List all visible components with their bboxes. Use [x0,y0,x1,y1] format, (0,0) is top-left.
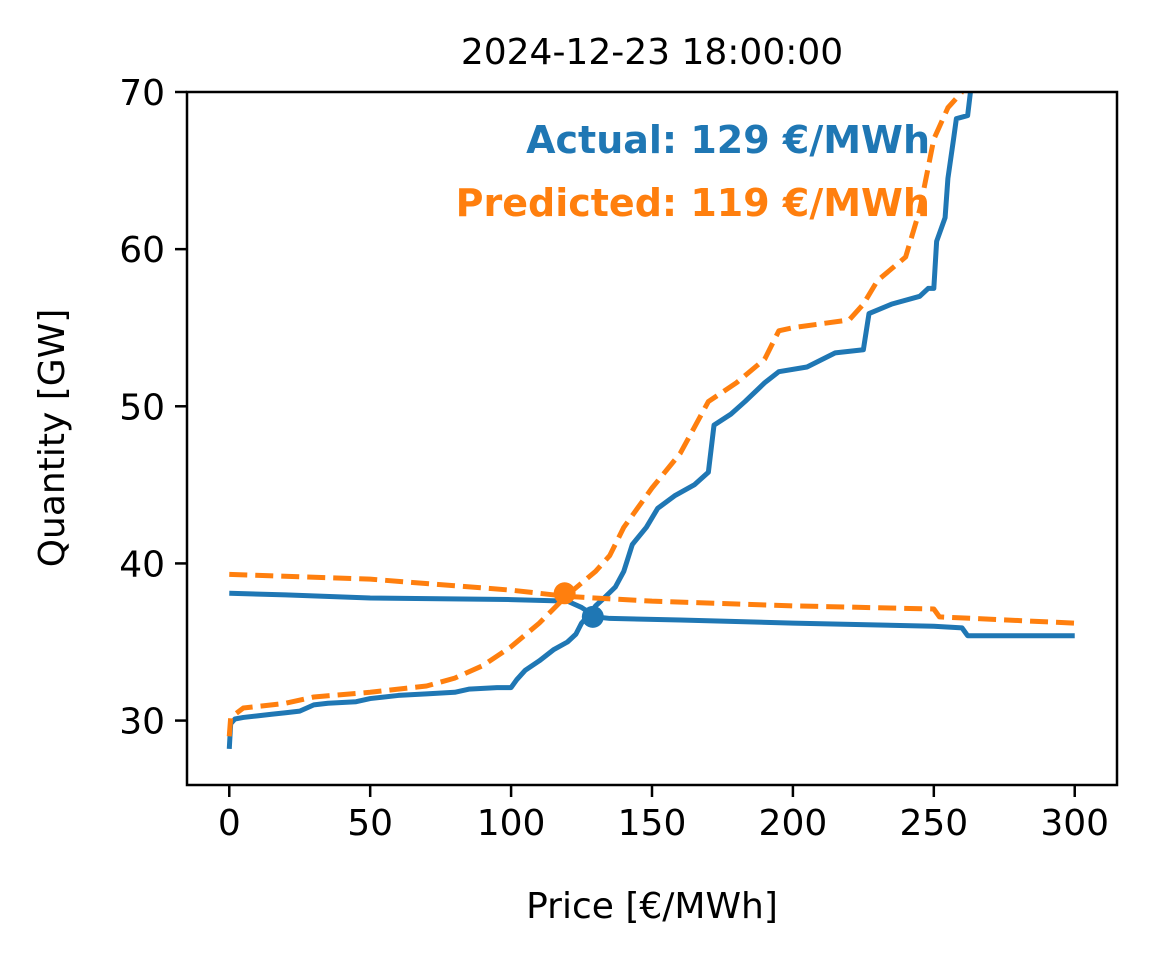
intersection-marker [581,605,604,628]
chart-title: 2024-12-23 18:00:00 [461,32,843,73]
x-tick-label: 300 [1040,803,1109,844]
annotation: Actual: 129 €/MWh [526,118,930,162]
curve [226,92,973,749]
plot-area [226,92,1075,749]
x-tick-label: 250 [899,803,968,844]
x-tick-label: 50 [347,803,393,844]
y-tick-label: 70 [119,73,165,114]
curve [226,92,964,737]
x-axis-label: Price [€/MWh] [526,886,778,927]
y-tick-label: 60 [119,230,165,271]
annotation: Predicted: 119 €/MWh [456,181,930,225]
intersection-marker [553,582,576,605]
x-tick-label: 200 [759,803,828,844]
y-axis-label: Quantity [GW] [32,309,73,568]
y-tick-label: 30 [119,702,165,743]
x-tick-label: 100 [477,803,546,844]
x-tick-label: 0 [218,803,241,844]
y-tick-label: 50 [119,387,165,428]
curve [229,571,1075,626]
y-tick-label: 40 [119,544,165,585]
x-tick-label: 150 [618,803,687,844]
